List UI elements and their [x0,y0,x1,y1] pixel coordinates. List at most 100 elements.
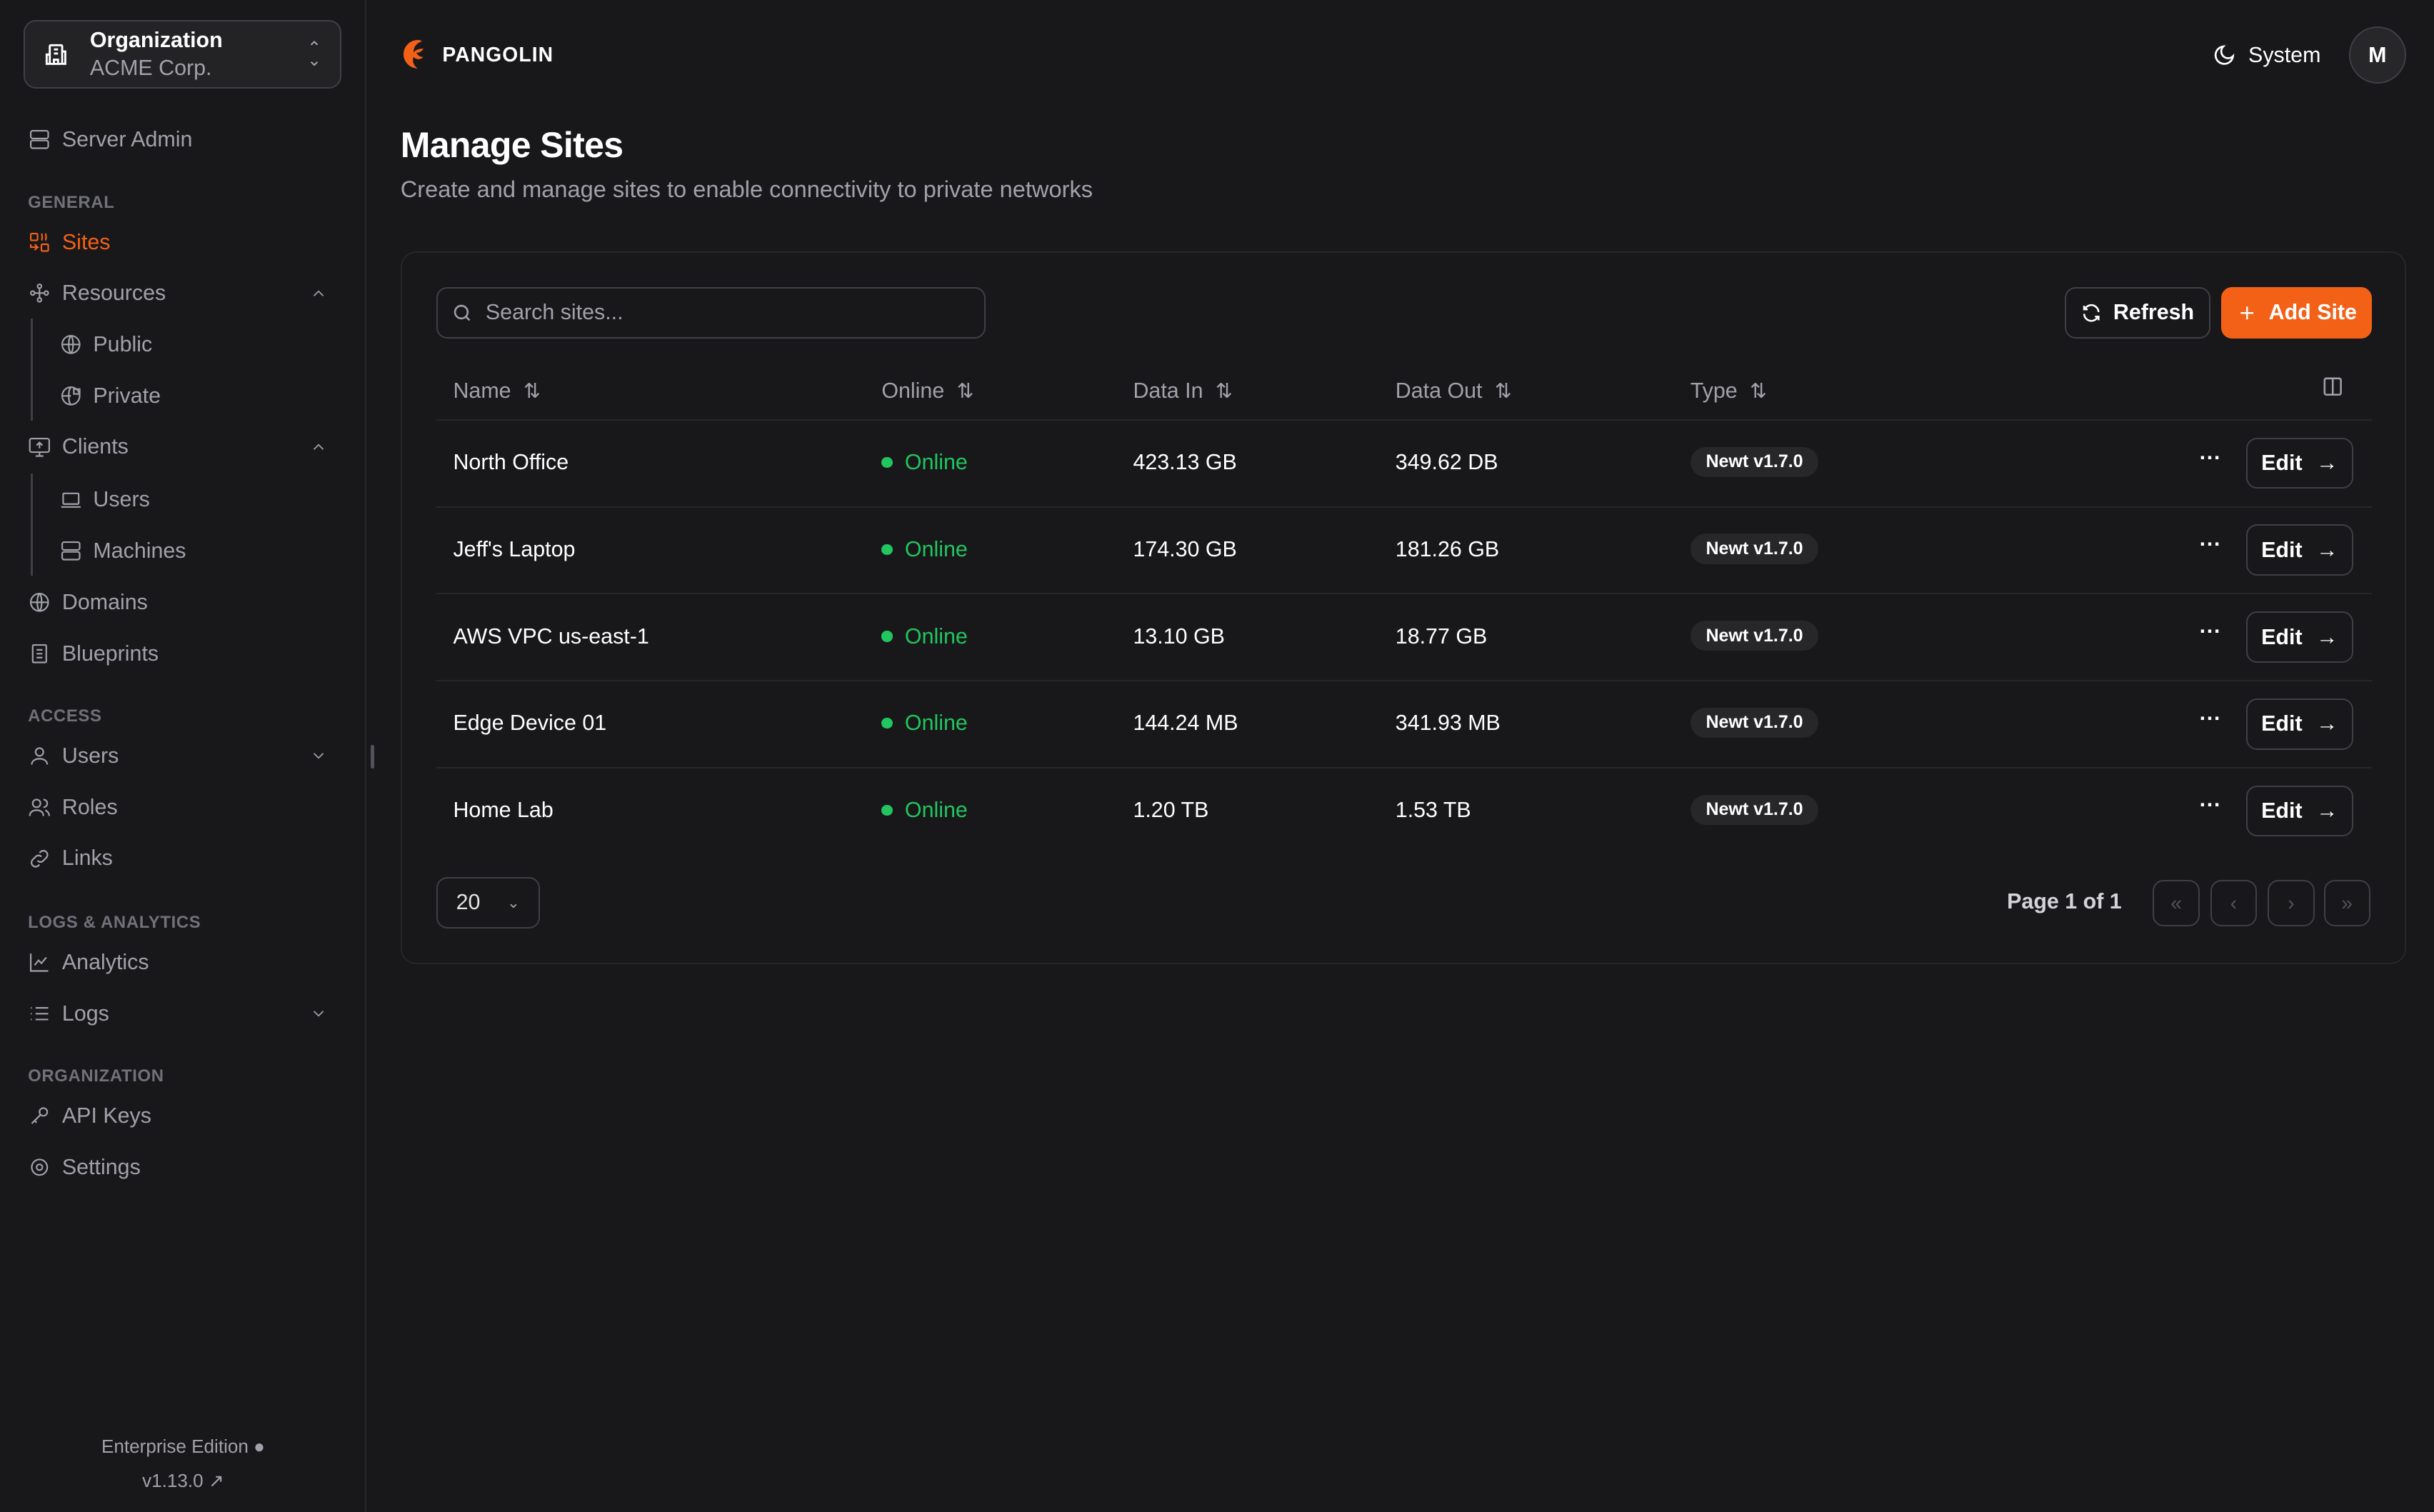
data-out: 1.53 TB [1395,797,1471,822]
sidebar-item-blueprints[interactable]: Blueprints [28,636,339,671]
page-info: Page 1 of 1 [2007,889,2122,914]
edit-button[interactable]: Edit → [2245,437,2353,489]
monitor-up-icon [29,437,51,457]
search-input[interactable] [485,300,951,326]
type-badge: Newt v1.7.0 [1690,534,1819,564]
sort-icon: ⇅ [956,379,974,403]
link-icon [31,849,49,868]
sidebar-item-analytics[interactable]: Analytics [28,946,339,980]
sidebar-item-resources[interactable]: Resources [28,276,339,311]
sites-icon [30,232,49,252]
arrow-right-icon: → [2316,798,2338,823]
sidebar-item-public[interactable]: Public [59,328,339,362]
chart-line-icon [30,953,49,972]
status-dot-icon [881,804,893,816]
sidebar-item-logs[interactable]: Logs [28,996,339,1031]
edit-button[interactable]: Edit → [2245,785,2353,837]
status-online: Online [881,711,968,736]
status-dot-icon [881,457,893,469]
status-dot-icon [881,544,893,555]
section-organization: ORGANIZATION [28,1066,164,1086]
site-name: Home Lab [453,797,554,822]
gear-icon [31,1158,49,1176]
building-icon [45,44,66,65]
page-subtitle: Create and manage sites to enable connec… [400,175,1093,202]
page-title: Manage Sites [400,124,623,165]
prev-page-button[interactable]: ‹ [2210,880,2258,927]
search-box[interactable] [436,286,986,339]
status-online: Online [881,798,968,823]
sidebar-resize-handle[interactable] [371,745,374,768]
section-general: GENERAL [28,192,115,212]
first-page-button[interactable]: « [2153,880,2200,927]
key-icon [31,1107,49,1125]
sidebar-item-private[interactable]: Private [59,379,339,413]
file-text-icon [31,644,47,664]
column-data-in[interactable]: Data In ⇅ [1133,379,1233,404]
page-size-select[interactable]: 20 ⌄ [436,876,541,928]
data-in: 13.10 GB [1133,624,1225,649]
data-in: 1.20 TB [1133,797,1209,822]
edit-button[interactable]: Edit → [2245,524,2353,576]
table-row: Jeff's Laptop Online 174.30 GB 181.26 GB… [436,508,2372,595]
arrow-right-icon: → [2316,451,2338,476]
site-name: Jeff's Laptop [453,536,576,561]
sidebar-item-machines[interactable]: Machines [59,534,339,569]
sidebar-item-client-users[interactable]: Users [59,483,339,517]
sidebar-item-roles[interactable]: Roles [28,790,339,824]
column-data-out[interactable]: Data Out ⇅ [1395,379,1512,404]
search-icon [454,304,471,321]
columns-toggle-icon[interactable] [2322,376,2343,397]
resources-icon [30,284,49,304]
more-actions-icon[interactable]: ··· [2199,793,2222,818]
globe-lock-icon [61,386,81,406]
org-name: ACME Corp. [89,56,212,81]
data-out: 181.26 GB [1395,536,1500,561]
more-actions-icon[interactable]: ··· [2199,445,2222,470]
column-type[interactable]: Type ⇅ [1690,379,1767,404]
avatar[interactable]: M [2348,26,2406,84]
last-page-button[interactable]: » [2323,880,2370,927]
data-in: 423.13 GB [1133,450,1237,475]
sidebar-item-clients[interactable]: Clients [28,430,339,464]
users-icon [29,798,51,816]
data-out: 349.62 DB [1395,450,1498,475]
section-access: ACCESS [28,706,102,726]
column-name[interactable]: Name ⇅ [453,379,541,404]
sidebar-item-server-admin[interactable]: Server Admin [28,123,339,157]
sidebar-item-settings[interactable]: Settings [28,1151,339,1185]
table-row: AWS VPC us-east-1 Online 13.10 GB 18.77 … [436,594,2372,681]
data-out: 341.93 MB [1395,711,1501,736]
data-in: 144.24 MB [1133,711,1238,736]
more-actions-icon[interactable]: ··· [2199,619,2222,644]
more-actions-icon[interactable]: ··· [2199,532,2222,557]
sidebar-item-users[interactable]: Users [28,739,339,773]
chevron-down-icon: ⌄ [506,893,521,911]
add-site-button[interactable]: Add Site [2221,286,2372,339]
sidebar-item-domains[interactable]: Domains [28,585,339,619]
more-actions-icon[interactable]: ··· [2199,706,2222,731]
edition-link[interactable]: Enterprise Edition ● [101,1436,265,1458]
sort-icon: ⇅ [523,379,541,403]
sidebar-item-links[interactable]: Links [28,841,339,876]
refresh-button[interactable]: Refresh [2064,286,2210,339]
arrow-right-icon: → [2316,711,2338,736]
laptop-icon [61,492,81,508]
version-link[interactable]: v1.13.0 ↗ [142,1470,224,1492]
next-page-button[interactable]: › [2268,880,2315,927]
sidebar-item-sites[interactable]: Sites [28,225,339,259]
sidebar-item-api-keys[interactable]: API Keys [28,1099,339,1133]
user-icon [31,747,49,765]
moon-icon [2214,45,2235,65]
edit-button[interactable]: Edit → [2245,611,2353,663]
theme-toggle[interactable]: System [2213,43,2320,68]
data-in: 174.30 GB [1133,536,1237,561]
edit-button[interactable]: Edit → [2245,698,2353,750]
globe-icon [61,335,81,354]
status-online: Online [881,450,968,475]
chevron-up-icon [313,290,324,296]
column-online[interactable]: Online ⇅ [881,379,974,404]
sidebar: Organization ACME Corp. ⌃ ⌄ Server Admin G… [0,0,366,1512]
brand-logo: PANGOLIN [401,37,554,71]
org-switcher[interactable]: Organization ACME Corp. ⌃ ⌄ [23,20,342,89]
